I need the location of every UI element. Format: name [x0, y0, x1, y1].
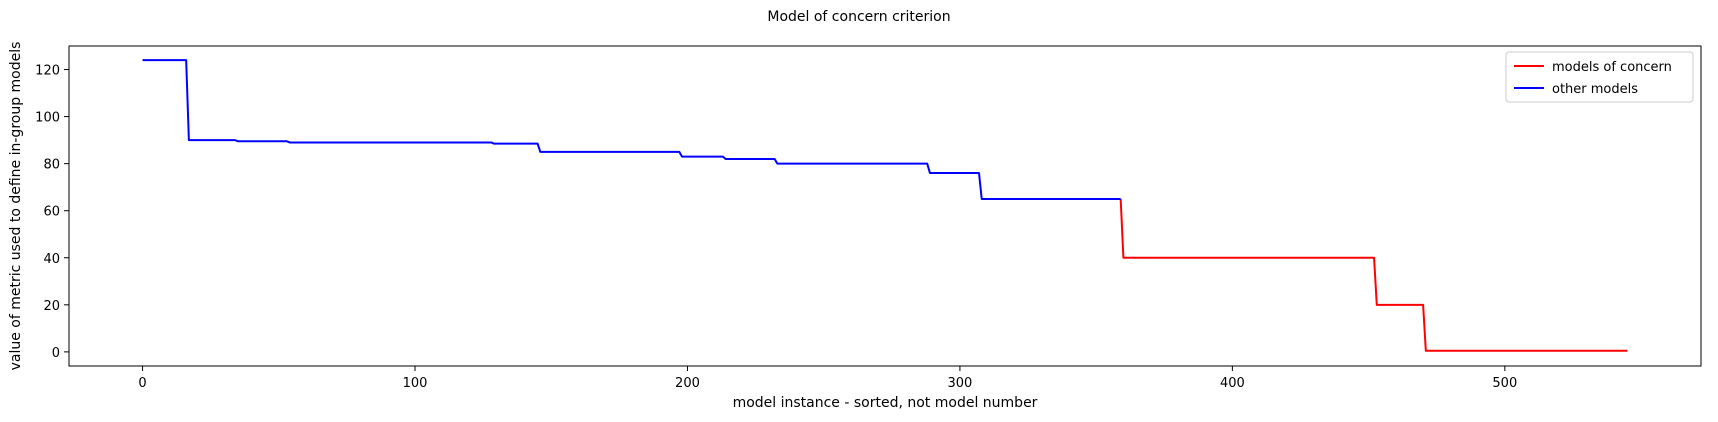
y-axis-label: value of metric used to define in-group …: [8, 42, 24, 371]
x-tick-label: 300: [948, 376, 973, 391]
plot-frame: [68, 45, 1702, 367]
x-axis-label: model instance - sorted, not model numbe…: [733, 395, 1038, 411]
series-line-models-of-concern: [1119, 198, 1628, 352]
x-tick-label: 200: [675, 376, 700, 391]
plot-area: [142, 59, 1628, 352]
legend: models of concern other models: [1505, 51, 1694, 103]
legend-box: [1505, 51, 1694, 103]
x-tick-label: 100: [403, 376, 428, 391]
y-axis: 0 20 40 60 80 100 120: [35, 64, 69, 361]
y-tick-label: 40: [43, 252, 60, 267]
y-tick-label: 80: [43, 158, 60, 173]
y-tick-label: 120: [35, 64, 60, 79]
x-axis: 0 100 200 300 400 500: [138, 366, 1517, 391]
legend-label-other-models: other models: [1552, 82, 1638, 97]
chart-title: Model of concern criterion: [767, 9, 950, 25]
y-tick-label: 100: [35, 111, 60, 126]
x-tick-label: 0: [138, 376, 146, 391]
y-tick-label: 60: [43, 205, 60, 220]
x-tick-label: 500: [1492, 376, 1517, 391]
series-line-other-models: [142, 59, 1121, 200]
y-tick-label: 20: [43, 299, 60, 314]
y-tick-label: 0: [52, 346, 60, 361]
x-tick-label: 400: [1220, 376, 1245, 391]
legend-label-models-of-concern: models of concern: [1552, 60, 1672, 75]
